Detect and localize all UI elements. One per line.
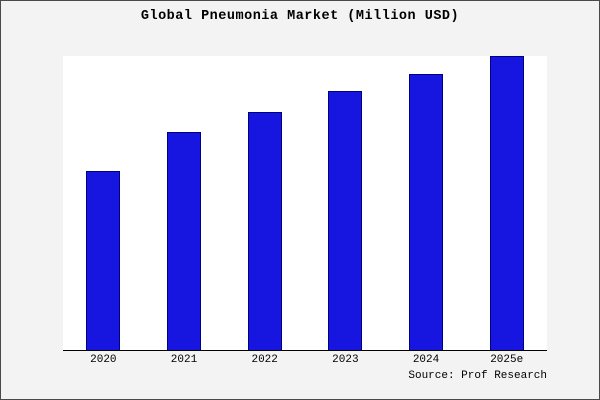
x-tick-label-2024: 2024 — [412, 354, 440, 366]
bar-slot-2020 — [63, 56, 144, 350]
bar-slot-2024 — [386, 56, 467, 350]
bar-slot-2021 — [144, 56, 225, 350]
bar-2023 — [328, 91, 363, 350]
bar-slot-2022 — [224, 56, 305, 350]
bar-2022 — [247, 111, 282, 350]
x-tick-label-2021: 2021 — [170, 354, 198, 366]
bar-2021 — [167, 132, 201, 350]
plot-area — [63, 56, 547, 351]
bar-slot-2025e — [466, 56, 547, 350]
bar-2020 — [86, 170, 121, 350]
x-tick-label-2023: 2023 — [332, 354, 359, 366]
bar-slot-2023 — [305, 56, 386, 350]
x-tick-label-2025e: 2025e — [490, 354, 524, 366]
bar-2024 — [409, 73, 444, 350]
x-tick-label-2022: 2022 — [251, 354, 278, 366]
source-credit: Source: Prof Research — [408, 370, 547, 382]
chart-title: Global Pneumonia Market (Million USD) — [140, 9, 460, 24]
bar-2025e — [489, 56, 524, 350]
x-axis-labels: 2020 2021 2022 2023 2024 2025e — [63, 354, 547, 366]
x-tick-label-2020: 2020 — [90, 354, 117, 366]
